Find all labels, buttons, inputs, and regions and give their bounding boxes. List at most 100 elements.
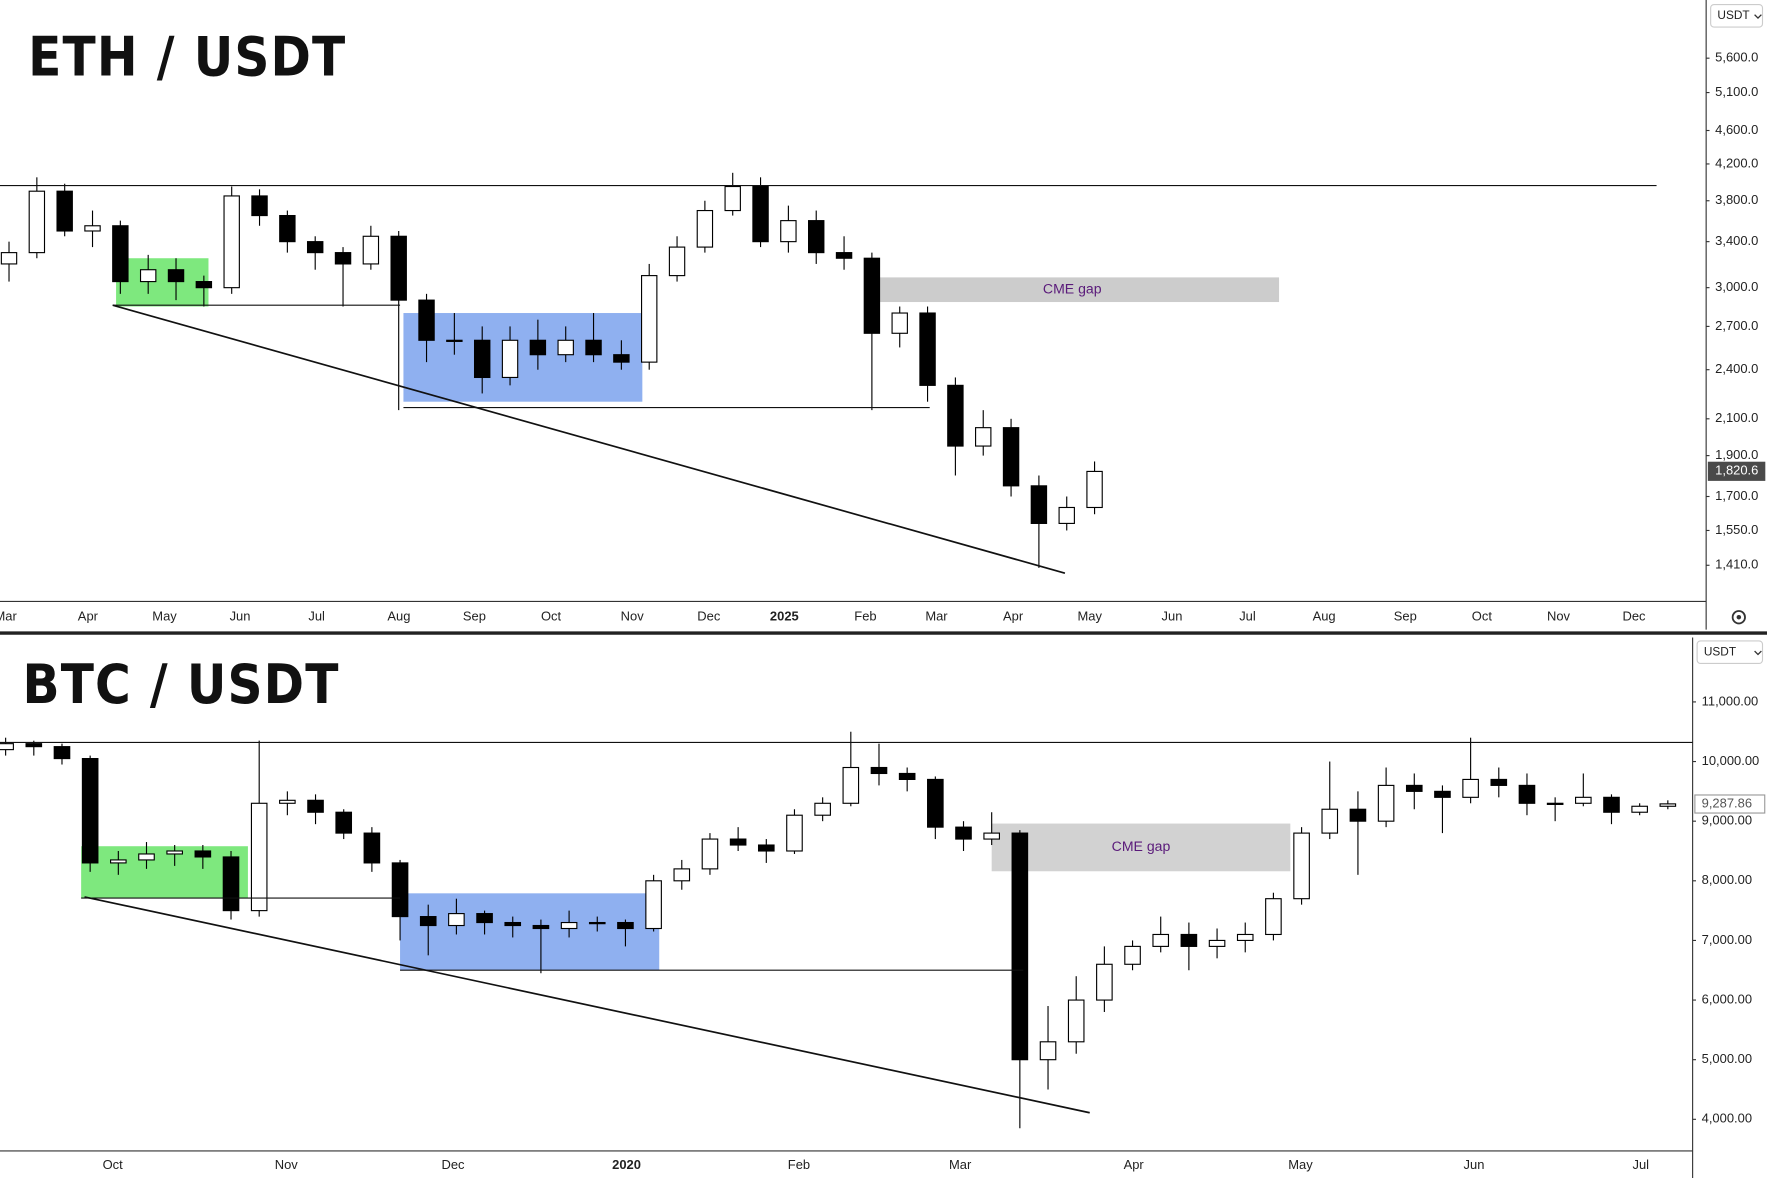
candle-body <box>362 235 380 265</box>
candle-body <box>814 802 831 816</box>
dropdown-chevron[interactable] <box>1754 650 1762 656</box>
x-tick-label: Aug <box>387 609 410 624</box>
y-tick-label: 4,600.0 <box>1715 122 1758 137</box>
candle-body <box>724 185 741 212</box>
candle-body <box>194 850 212 858</box>
candle-body <box>418 299 435 341</box>
candle-body <box>640 275 658 363</box>
x-tick-label: Mar <box>0 609 17 624</box>
candle-body <box>81 758 99 864</box>
candle-body <box>446 339 463 342</box>
candle-body <box>1321 808 1339 834</box>
candle-body <box>84 225 101 232</box>
candle-body <box>1086 470 1103 509</box>
candle-body <box>363 832 381 864</box>
candle-body <box>504 921 522 927</box>
y-tick-label: 4,200.0 <box>1715 155 1758 170</box>
x-tick-label: Mar <box>925 609 948 624</box>
candle-body <box>56 190 73 232</box>
x-tick-label: May <box>152 609 177 624</box>
y-tick-label: 3,000.0 <box>1715 279 1758 294</box>
x-tick-label: 2020 <box>612 1157 641 1172</box>
settings-icon[interactable] <box>1731 610 1746 625</box>
candle-body <box>476 913 493 924</box>
currency-label[interactable]: USDT <box>1704 644 1736 658</box>
y-tick-label: 5,100.0 <box>1715 84 1758 99</box>
candle-body <box>110 859 127 864</box>
dropdown-chevron[interactable] <box>1754 14 1762 20</box>
y-tick-label: 2,100.0 <box>1715 410 1758 425</box>
candle-body <box>334 252 352 265</box>
candle-body <box>1575 796 1592 804</box>
price-zone <box>400 893 660 971</box>
currency-button[interactable] <box>1696 640 1764 665</box>
settings-icon-center[interactable] <box>1736 614 1742 620</box>
x-tick-label: Apr <box>1003 609 1024 624</box>
y-tick-label: 6,000.00 <box>1702 991 1752 1006</box>
candle-body <box>391 862 409 918</box>
candle-body <box>306 241 324 254</box>
x-tick-label: Jun <box>230 609 251 624</box>
x-tick-label: 2025 <box>770 609 799 624</box>
candle-body <box>279 214 296 243</box>
last-price-label: 9,287.86 <box>1702 795 1752 810</box>
candle-body <box>1659 803 1677 807</box>
candle-body <box>250 802 268 912</box>
y-tick-label: 5,000.00 <box>1702 1051 1752 1066</box>
cme-gap-zone <box>865 277 1280 303</box>
candle-body <box>195 281 213 289</box>
x-tick-label: Nov <box>1547 609 1571 624</box>
candle-body <box>1011 832 1029 1061</box>
candle-body <box>0 252 18 265</box>
candle-body <box>0 743 14 751</box>
candle-body <box>1349 808 1367 822</box>
candle-body <box>223 195 240 289</box>
candle-body <box>786 814 803 852</box>
candle-body <box>757 844 775 852</box>
candle-body <box>53 746 71 760</box>
candle-body <box>279 799 296 804</box>
y-tick-label: 1,410.0 <box>1715 557 1758 572</box>
candle-body <box>927 778 944 828</box>
x-tick-label: Mar <box>949 1157 972 1172</box>
candle-body <box>780 220 797 243</box>
candle-body <box>898 772 916 780</box>
y-tick-label: 4,000.00 <box>1702 1111 1752 1126</box>
y-tick-label: 8,000.00 <box>1702 872 1752 887</box>
candle-body <box>975 427 992 447</box>
currency-button[interactable] <box>1710 3 1764 28</box>
candle-body <box>983 832 1000 840</box>
candle-body <box>588 921 606 925</box>
x-tick-label: Jul <box>1633 1157 1650 1172</box>
x-tick-label: Apr <box>1124 1157 1145 1172</box>
candle-body <box>729 838 747 846</box>
eth-pane: ETH / USDT USDT 5,600.0 5,100.0 4,600.0 4,200… <box>0 0 1766 630</box>
price-zone <box>116 258 209 307</box>
candle-body <box>167 269 185 283</box>
candle-body <box>1518 784 1536 804</box>
x-tick-label: Nov <box>275 1157 299 1172</box>
candle-body <box>955 826 972 840</box>
candle-body <box>1434 790 1451 798</box>
y-tick-label: 9,000.00 <box>1702 813 1752 828</box>
candle-body <box>863 257 881 334</box>
candle-body <box>1096 963 1113 1001</box>
candle-body <box>1124 945 1141 965</box>
currency-label[interactable]: USDT <box>1717 8 1749 22</box>
x-tick-label: Nov <box>621 609 645 624</box>
candle-body <box>1180 933 1198 947</box>
x-tick-label: Dec <box>442 1157 466 1172</box>
price-zone <box>81 846 248 899</box>
candle-body <box>390 235 407 301</box>
x-tick-label: Jun <box>1464 1157 1485 1172</box>
cme-gap-zone <box>991 823 1291 872</box>
candle-body <box>139 269 157 283</box>
x-tick-label: May <box>1077 609 1102 624</box>
candle-body <box>557 339 574 356</box>
y-tick-label: 2,400.0 <box>1715 361 1758 376</box>
candle-body <box>870 766 888 775</box>
candle-body <box>1208 939 1226 947</box>
x-tick-label: Dec <box>1623 609 1647 624</box>
y-tick-label: 11,000.00 <box>1702 693 1759 708</box>
